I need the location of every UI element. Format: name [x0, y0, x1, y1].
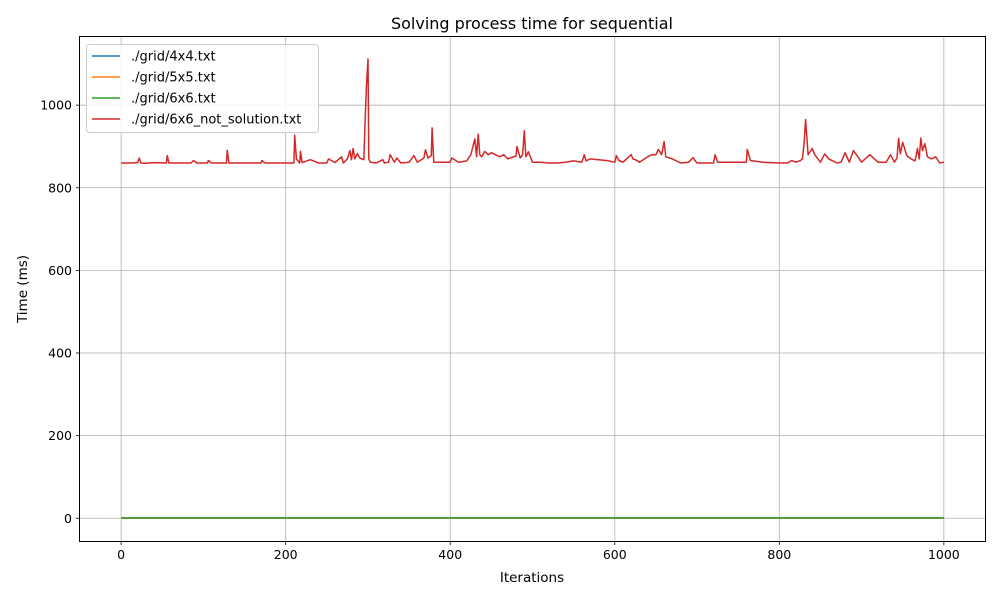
y-tick-label: 0 — [64, 511, 72, 526]
legend-label: ./grid/6x6.txt — [131, 92, 216, 107]
x-tick-label: 200 — [274, 547, 298, 562]
y-axis-label: Time (ms) — [15, 255, 31, 324]
legend-label: ./grid/4x4.txt — [131, 50, 216, 65]
legend-label: ./grid/6x6_not_solution.txt — [131, 113, 301, 128]
x-tick-label: 1000 — [928, 547, 960, 562]
chart-title: Solving process time for sequential — [391, 14, 673, 33]
y-tick-label: 1000 — [40, 98, 72, 113]
legend-box — [86, 44, 319, 133]
x-tick-label: 800 — [767, 547, 791, 562]
plot-frame — [79, 36, 986, 542]
legend: ./grid/4x4.txt ./grid/5x5.txt ./grid/6x6.t… — [86, 44, 319, 133]
x-tick-label: 400 — [438, 547, 462, 562]
axis-ticks: 0 200 400 600 800 1000 0 200 400 600 800 1000 — [40, 98, 960, 562]
y-tick-label: 200 — [48, 428, 72, 443]
y-tick-label: 400 — [48, 346, 72, 361]
legend-label: ./grid/5x5.txt — [131, 71, 216, 86]
x-tick-label: 0 — [117, 547, 125, 562]
x-axis-label: Iterations — [500, 570, 564, 586]
y-tick-label: 600 — [48, 263, 72, 278]
y-tick-label: 800 — [48, 180, 72, 195]
x-tick-label: 600 — [603, 547, 627, 562]
series-line-4 — [121, 58, 945, 165]
series-lines — [121, 58, 945, 519]
